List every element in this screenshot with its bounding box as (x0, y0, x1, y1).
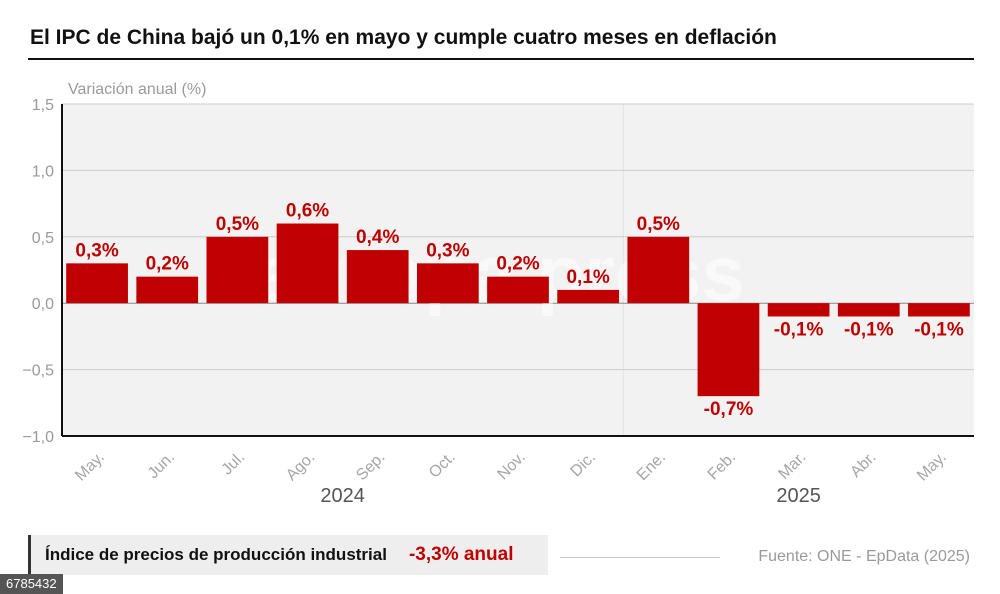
data-label: 0,5% (637, 214, 680, 235)
data-label: 0,5% (216, 214, 259, 235)
x-tick-label: Dic. (567, 449, 599, 481)
title-divider (28, 58, 974, 60)
x-tick-label: Jul. (219, 449, 249, 479)
x-tick-label: Mar. (775, 449, 809, 483)
data-label: -0,1% (774, 319, 824, 340)
data-label: -0,7% (704, 399, 754, 420)
year-label: 2024 (320, 485, 365, 507)
y-tick-label: 1,5 (32, 97, 54, 114)
bar (136, 276, 199, 304)
y-tick-label: −1,0 (22, 429, 54, 446)
chart-title: El IPC de China bajó un 0,1% en mayo y c… (30, 26, 777, 49)
data-label: 0,3% (75, 240, 118, 261)
footer-divider (560, 557, 720, 558)
x-tick-label: Ago. (283, 449, 318, 484)
footer-indicator-label: Índice de precios de producción industri… (45, 545, 387, 564)
x-tick-label: Jun. (145, 449, 178, 482)
source-note: Fuente: ONE - EpData (2025) (758, 548, 970, 565)
footer-indicator-value: -3,3% anual (408, 544, 514, 565)
data-label: -0,1% (914, 319, 964, 340)
bar (908, 303, 970, 317)
y-tick-label: −0,5 (22, 363, 54, 380)
data-label: 0,4% (356, 227, 399, 248)
x-tick-label: May. (72, 449, 108, 485)
data-label: 0,1% (566, 267, 609, 288)
data-label: 0,2% (496, 254, 539, 275)
bar (346, 250, 409, 304)
bar (837, 303, 900, 317)
bar (767, 303, 830, 317)
bar (416, 263, 479, 304)
bar (206, 236, 269, 304)
bar (697, 303, 760, 397)
x-tick-label: Feb. (705, 449, 740, 484)
data-label: 0,3% (426, 240, 469, 261)
x-tick-label: Ene. (634, 449, 669, 484)
image-id-badge: 6785432 (0, 574, 63, 594)
bar (276, 223, 339, 304)
bar (66, 263, 128, 304)
data-label: -0,1% (844, 319, 894, 340)
footer-indicator: Índice de precios de producción industri… (28, 535, 548, 575)
year-label: 2025 (776, 485, 821, 507)
bar (627, 236, 690, 304)
x-tick-label: Nov. (494, 449, 528, 483)
y-tick-label: 1,0 (32, 163, 54, 180)
x-tick-label: Oct. (426, 449, 459, 482)
data-label: 0,2% (146, 254, 189, 275)
x-tick-label: Sep. (353, 449, 388, 484)
y-axis-title: Variación anual (%) (68, 81, 206, 98)
x-tick-label: Abr. (847, 449, 879, 481)
bar (557, 289, 620, 304)
y-tick-label: 0,0 (32, 296, 54, 313)
x-tick-label: May. (914, 449, 950, 485)
bar (487, 276, 549, 304)
data-label: 0,6% (286, 201, 329, 222)
bar-chart: Variación anual (%)1,51,00,50,0−0,5−1,0e… (22, 81, 974, 507)
y-tick-label: 0,5 (32, 230, 54, 247)
